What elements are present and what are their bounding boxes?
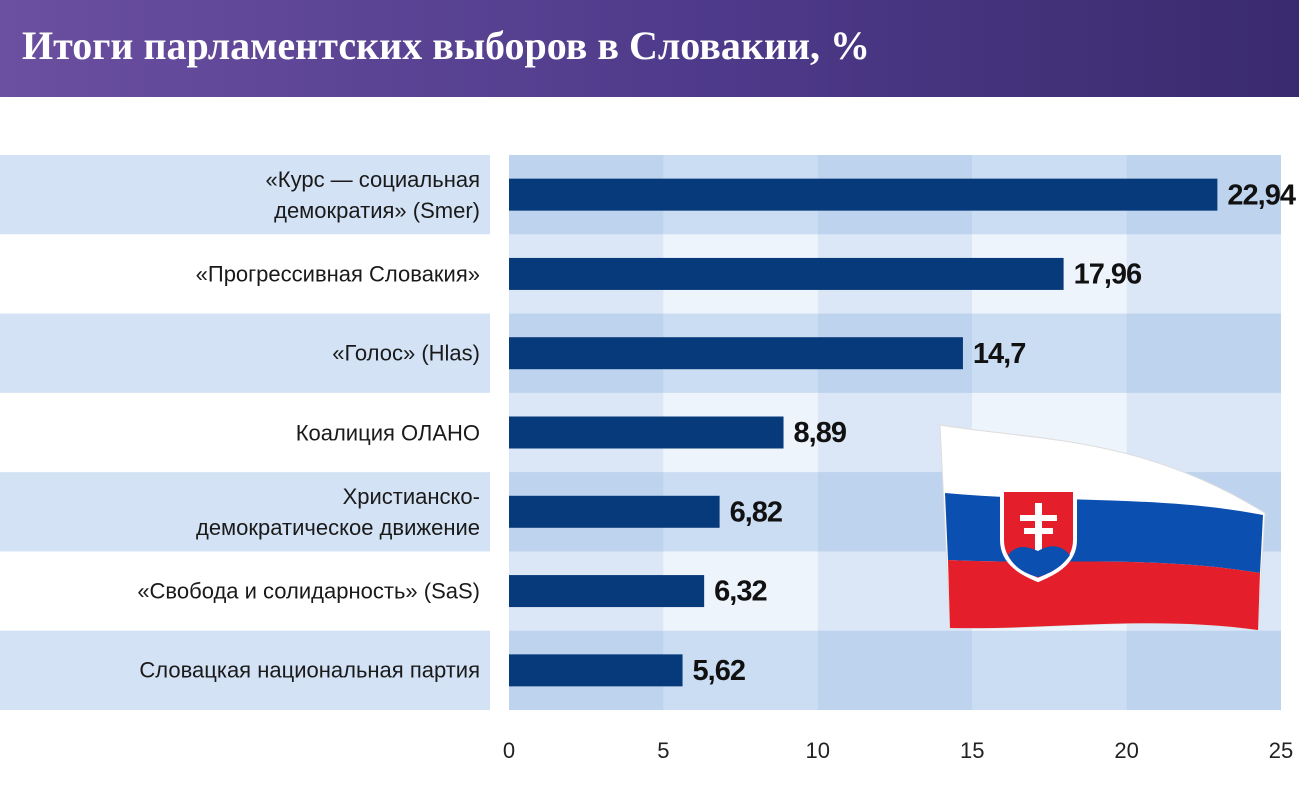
bar — [509, 495, 720, 528]
category-label: Коалиция ОЛАНО — [295, 420, 480, 445]
row-band — [0, 472, 490, 552]
category-label: «Прогрессивная Словакия» — [195, 261, 480, 287]
bar — [509, 257, 1064, 290]
category-label: Словацкая национальная партия — [139, 657, 480, 683]
value-label: 5,62 — [693, 655, 745, 687]
value-label: 17,96 — [1074, 259, 1142, 291]
row-band — [0, 155, 490, 235]
chart-title: Итоги парламентских выборов в Словакии, … — [22, 23, 871, 68]
value-label: 6,32 — [714, 576, 766, 608]
row-band — [0, 630, 490, 710]
value-label: 14,7 — [973, 338, 1025, 370]
bar — [509, 654, 683, 687]
x-tick-label: 15 — [960, 738, 984, 763]
value-label: 6,82 — [730, 496, 782, 528]
category-label: «Курс — социальная демократия» (Smer) — [265, 166, 480, 223]
x-tick-label: 0 — [503, 738, 515, 763]
value-label: 8,89 — [794, 417, 847, 449]
bar — [509, 416, 784, 449]
x-tick-label: 20 — [1114, 738, 1138, 763]
x-tick-label: 10 — [806, 738, 830, 763]
row-band — [0, 313, 490, 393]
flag-illustration — [939, 424, 1266, 631]
bar — [509, 178, 1218, 211]
value-label: 22,94 — [1227, 179, 1295, 211]
bar — [509, 575, 705, 608]
category-label: «Голос» (Hlas) — [332, 340, 480, 366]
x-tick-label: 5 — [657, 738, 669, 763]
category-label: Христианско- демократическое движение — [195, 483, 480, 540]
category-label: «Свобода и солидарность» (SaS) — [137, 578, 480, 604]
x-tick-label: 25 — [1269, 738, 1293, 763]
bar — [509, 337, 963, 370]
header-band: Итоги парламентских выборов в Словакии, … — [0, 0, 1299, 97]
